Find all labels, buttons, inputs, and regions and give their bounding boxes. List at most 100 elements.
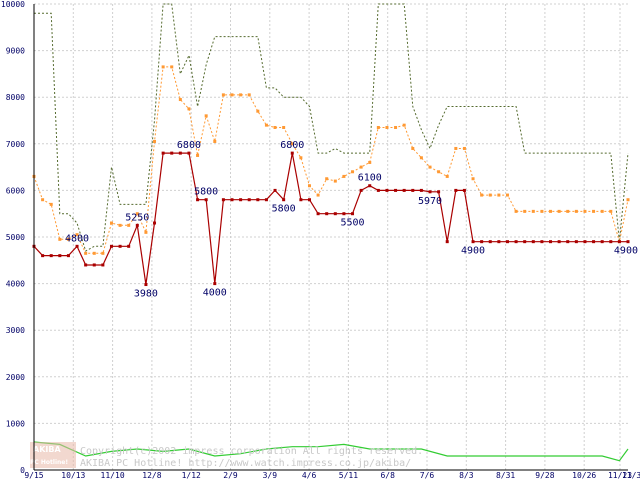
point-min_price [531,240,535,244]
point-min_price [49,254,53,258]
point-min_price [368,184,372,188]
point-min_price [58,254,62,258]
point-avg_price [58,237,62,241]
point-avg_price [109,221,113,225]
point-avg_price [342,174,346,178]
point-avg_price [583,209,587,213]
point-min_price [135,223,139,227]
point-avg_price [351,170,355,174]
point-min_price [290,151,294,155]
point-min_price [144,283,148,287]
x-tick-label: 9/28 [535,471,554,480]
data-label: 5250 [125,212,149,223]
point-avg_price [574,209,578,213]
watermark-url: AKIBA PC Hotline! http://www.watch.impre… [80,458,411,469]
point-avg_price [49,202,53,206]
x-tick-label: 2/9 [223,471,238,480]
point-avg_price [127,223,131,227]
point-min_price [161,151,165,155]
point-avg_price [325,177,329,181]
y-tick-label: 7000 [6,140,25,149]
data-label: 5800 [194,187,218,198]
point-min_price [557,240,561,244]
watermark-logo-top: AKIBA [33,445,61,454]
point-avg_price [566,209,570,213]
point-min_price [402,188,406,192]
point-avg_price [239,93,243,97]
watermark-copyright: Copyright(c)2002 impress corporation All… [80,446,423,457]
point-avg_price [161,65,165,69]
data-label: 6800 [177,140,201,151]
point-min_price [514,240,518,244]
point-min_price [187,151,191,155]
point-min_price [351,212,355,216]
point-min_price [505,240,509,244]
point-avg_price [66,237,70,241]
x-tick-label: 8/31 [496,471,515,480]
point-avg_price [75,233,79,237]
data-label: 4900 [614,246,638,257]
point-min_price [307,198,311,202]
point-min_price [75,244,79,248]
point-min_price [153,221,157,225]
watermark: AKIBA PC Hotline! Copyright(c)2002 impre… [30,442,423,469]
point-avg_price [402,123,406,127]
y-tick-label: 0 [20,466,25,475]
point-avg_price [359,165,363,169]
series-line-max_price [34,3,629,252]
point-avg_price [428,165,432,169]
y-tick-label: 3000 [6,326,25,335]
point-avg_price [153,139,157,143]
point-min_price [264,198,268,202]
point-min_price [428,190,432,194]
data-label: 5800 [272,204,296,215]
data-label: 3980 [134,289,158,300]
point-min_price [617,240,621,244]
point-avg_price [626,198,630,202]
point-min_price [342,212,346,216]
point-avg_price [411,146,415,150]
data-label: 5500 [340,218,364,229]
point-avg_price [307,184,311,188]
point-min_price [462,188,466,192]
point-min_price [316,212,320,216]
point-avg_price [41,198,45,202]
point-avg_price [385,125,389,129]
point-min_price [411,188,415,192]
point-avg_price [299,156,303,160]
point-min_price [574,240,578,244]
point-avg_price [505,193,509,197]
point-min_price [170,151,174,155]
point-min_price [609,240,613,244]
point-avg_price [462,146,466,150]
point-avg_price [549,209,553,213]
series-line-shop_count [33,441,629,462]
point-avg_price [368,160,372,164]
y-tick-label: 1000 [6,419,25,428]
y-tick-label: 10000 [1,0,25,9]
point-avg_price [592,209,596,213]
y-tick-label: 8000 [6,93,25,102]
point-avg_price [178,98,182,102]
point-min_price [566,240,570,244]
point-avg_price [600,209,604,213]
point-avg_price [437,170,441,174]
point-min_price [471,240,475,244]
point-min_price [92,263,96,267]
data-label: 4900 [461,246,485,257]
point-min_price [419,188,423,192]
point-min_price [540,240,544,244]
point-avg_price [204,114,208,118]
point-avg_price [273,125,277,129]
point-min_price [282,198,286,202]
point-avg_price [256,109,260,113]
point-avg_price [282,125,286,129]
x-tick-label: 4/6 [302,471,317,480]
point-min_price [230,198,234,202]
data-label: 5970 [418,196,442,207]
point-avg_price [290,142,294,146]
point-avg_price [557,209,561,213]
